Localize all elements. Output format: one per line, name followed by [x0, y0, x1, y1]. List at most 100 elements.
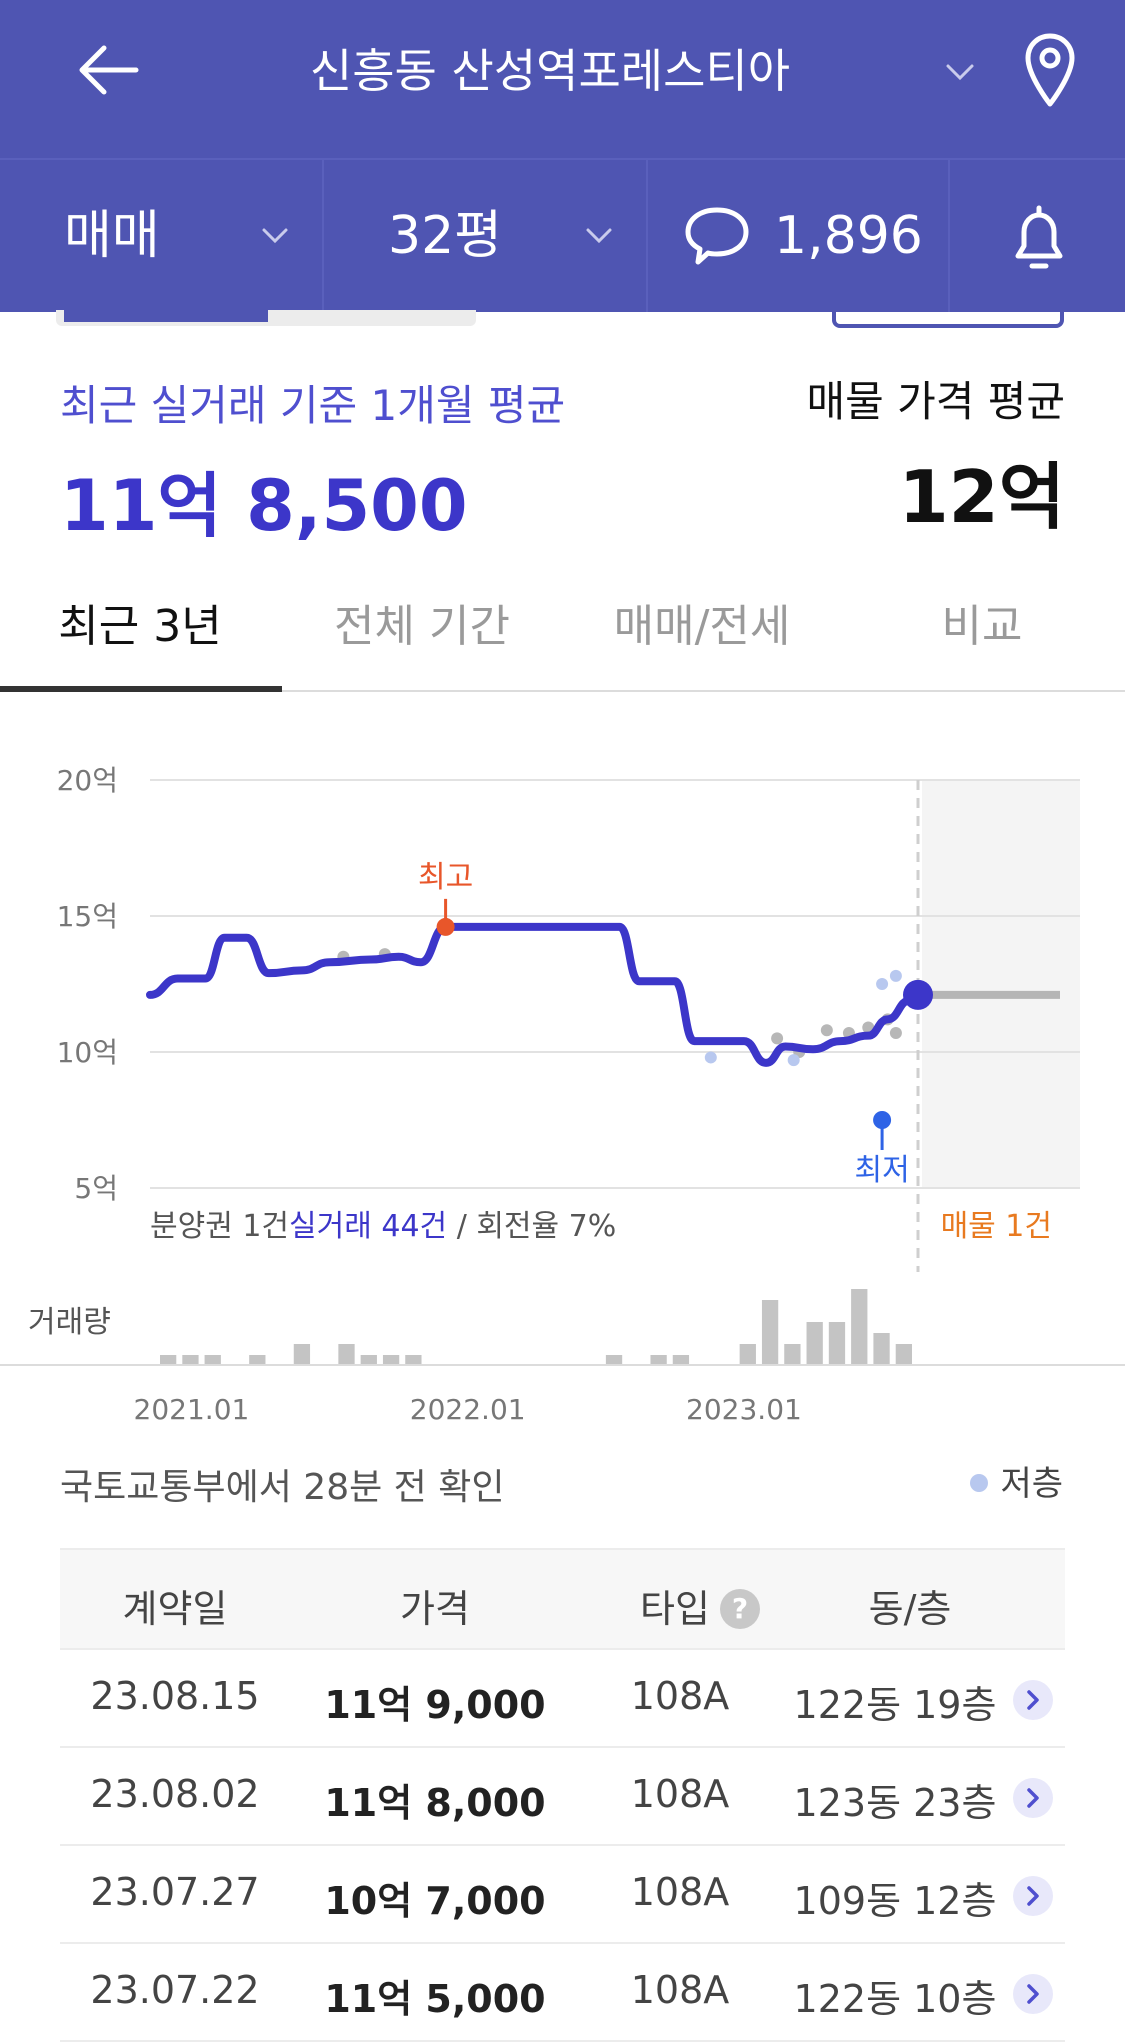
tab-compare[interactable]: 비교: [941, 601, 1023, 652]
low-floor-dot: [970, 1473, 989, 1492]
header-type-label: 타입: [640, 1587, 710, 1631]
volume-bar: [828, 1322, 846, 1366]
tab-recent-3y[interactable]: 최근 3년: [58, 601, 222, 652]
y-tick-label: 20억: [57, 764, 118, 797]
volume-bar: [338, 1344, 355, 1366]
scatter-point: [889, 1026, 902, 1039]
turnover-rate: / 회전율 7%: [447, 1209, 616, 1244]
current-price-point[interactable]: [903, 979, 933, 1010]
header-price: 가격: [400, 1587, 470, 1631]
table-row[interactable]: 23.08.02 11억 8,000 108A 123동 23층: [60, 1748, 1065, 1846]
presale-count: 분양권 1건: [150, 1209, 289, 1244]
active-tab-indicator: [0, 686, 282, 692]
low-floor-label: 저층: [1000, 1464, 1063, 1504]
deal-type-select[interactable]: 매매: [0, 160, 324, 312]
volume-bar: [806, 1322, 823, 1366]
page-title[interactable]: 신흥동 산성역포레스티아: [309, 44, 791, 98]
volume-bar: [160, 1355, 177, 1366]
chevron-right-icon[interactable]: [1013, 1876, 1053, 1916]
volume-bar: [895, 1344, 912, 1366]
table-row[interactable]: 23.08.15 11억 9,000 108A 122동 19층: [60, 1650, 1065, 1748]
avg-price-label: 최근 실거래 기준 1개월 평균: [60, 381, 566, 430]
volume-bar: [293, 1344, 311, 1366]
building-floor: 123동 23층: [793, 1781, 997, 1825]
volume-bar: [672, 1355, 690, 1366]
size-select[interactable]: 32평: [324, 160, 648, 312]
scatter-point: [820, 1024, 833, 1037]
deal-count: 실거래 44건: [289, 1209, 447, 1244]
volume-bar: [784, 1344, 801, 1366]
map-pin-icon[interactable]: [1020, 30, 1080, 110]
high-label: 최고: [418, 860, 473, 895]
x-tick-label: 2021.01: [134, 1393, 250, 1420]
table-row[interactable]: 23.07.27 10억 7,000 108A 109동 12층: [60, 1846, 1065, 1944]
high-point: [436, 917, 455, 936]
volume-baseline: [0, 1364, 1125, 1366]
unit-type: 108A: [630, 1772, 730, 1816]
chevron-right-icon[interactable]: [1013, 1974, 1053, 2014]
low-floor-point: [889, 969, 902, 982]
size-label: 32평: [388, 206, 503, 266]
chevron-right-icon[interactable]: [1013, 1680, 1053, 1720]
data-source-text: 국토교통부에서 28분 전 확인: [60, 1467, 505, 1508]
volume-bar: [605, 1355, 623, 1366]
header-type: 타입?: [580, 1578, 820, 1633]
help-icon[interactable]: ?: [719, 1588, 760, 1629]
contract-price: 11억 8,000: [324, 1781, 546, 1825]
chevron-down-icon[interactable]: [940, 52, 980, 92]
low-point: [873, 1111, 892, 1129]
transaction-table: 계약일 가격 타입? 동/층 23.08.15 11억 9,000 108A 122동…: [60, 1548, 1065, 2042]
volume-bar: [382, 1355, 400, 1366]
x-tick-label: 2023.01: [686, 1393, 802, 1420]
bell-icon[interactable]: [1006, 202, 1072, 274]
y-tick-label: 10억: [57, 1036, 118, 1069]
y-tick-label: 15억: [57, 900, 118, 933]
contract-price: 11억 9,000: [324, 1683, 546, 1727]
volume-bar: [873, 1333, 890, 1366]
listing-count: 매물 1건: [941, 1209, 1052, 1244]
avg-price-value: 11억 8,500: [60, 465, 468, 547]
deal-type-label: 매매: [64, 206, 160, 266]
contract-price: 10억 7,000: [324, 1879, 546, 1923]
low-floor-point: [787, 1054, 800, 1067]
unit-type: 108A: [630, 1870, 730, 1914]
unit-type: 108A: [630, 1674, 730, 1718]
chart-info: 분양권 1건실거래 44건 / 회전율 7%: [150, 1209, 616, 1244]
low-floor-point: [704, 1051, 717, 1064]
filter-bar: 매매 32평 1,896: [0, 158, 1125, 312]
speech-bubble-icon: [685, 207, 749, 265]
building-floor: 109동 12층: [793, 1879, 997, 1923]
header-unit: 동/층: [868, 1587, 952, 1631]
contract-date: 23.08.15: [90, 1674, 260, 1718]
unit-type: 108A: [630, 1968, 730, 2012]
y-tick-label: 5억: [74, 1172, 118, 1205]
volume-bar: [405, 1355, 422, 1366]
volume-bar: [650, 1355, 667, 1366]
contract-price: 11억 5,000: [324, 1977, 546, 2021]
volume-bar: [249, 1355, 266, 1366]
building-floor: 122동 10층: [793, 1977, 997, 2021]
tab-sale-jeonse[interactable]: 매매/전세: [613, 601, 791, 652]
scroll-peek-fill: [64, 310, 268, 322]
tab-all-period[interactable]: 전체 기간: [334, 601, 510, 652]
back-arrow-icon[interactable]: [70, 32, 150, 112]
scroll-peek-button: [832, 310, 1064, 328]
price-line: [146, 922, 922, 1067]
scatter-point: [771, 1032, 784, 1045]
chevron-down-icon: [586, 228, 612, 244]
volume-bar: [204, 1355, 221, 1366]
comment-count: 1,896: [774, 206, 923, 266]
low-floor-legend: 저층: [970, 1456, 1063, 1505]
listing-area: [922, 780, 1080, 1188]
period-tabs: 최근 3년 전체 기간 매매/전세 비교: [0, 560, 1125, 692]
contract-date: 23.07.27: [90, 1870, 260, 1914]
listing-price-value: 12억: [898, 455, 1065, 539]
top-bar: 신흥동 산성역포레스티아: [0, 0, 1125, 158]
comments-button[interactable]: 1,896: [648, 160, 950, 312]
chevron-down-icon: [262, 228, 288, 244]
table-row[interactable]: 23.07.22 11억 5,000 108A 122동 10층: [60, 1944, 1065, 2042]
volume-label: 거래량: [28, 1305, 111, 1340]
chevron-right-icon[interactable]: [1013, 1778, 1053, 1818]
low-label: 최저: [854, 1153, 909, 1188]
